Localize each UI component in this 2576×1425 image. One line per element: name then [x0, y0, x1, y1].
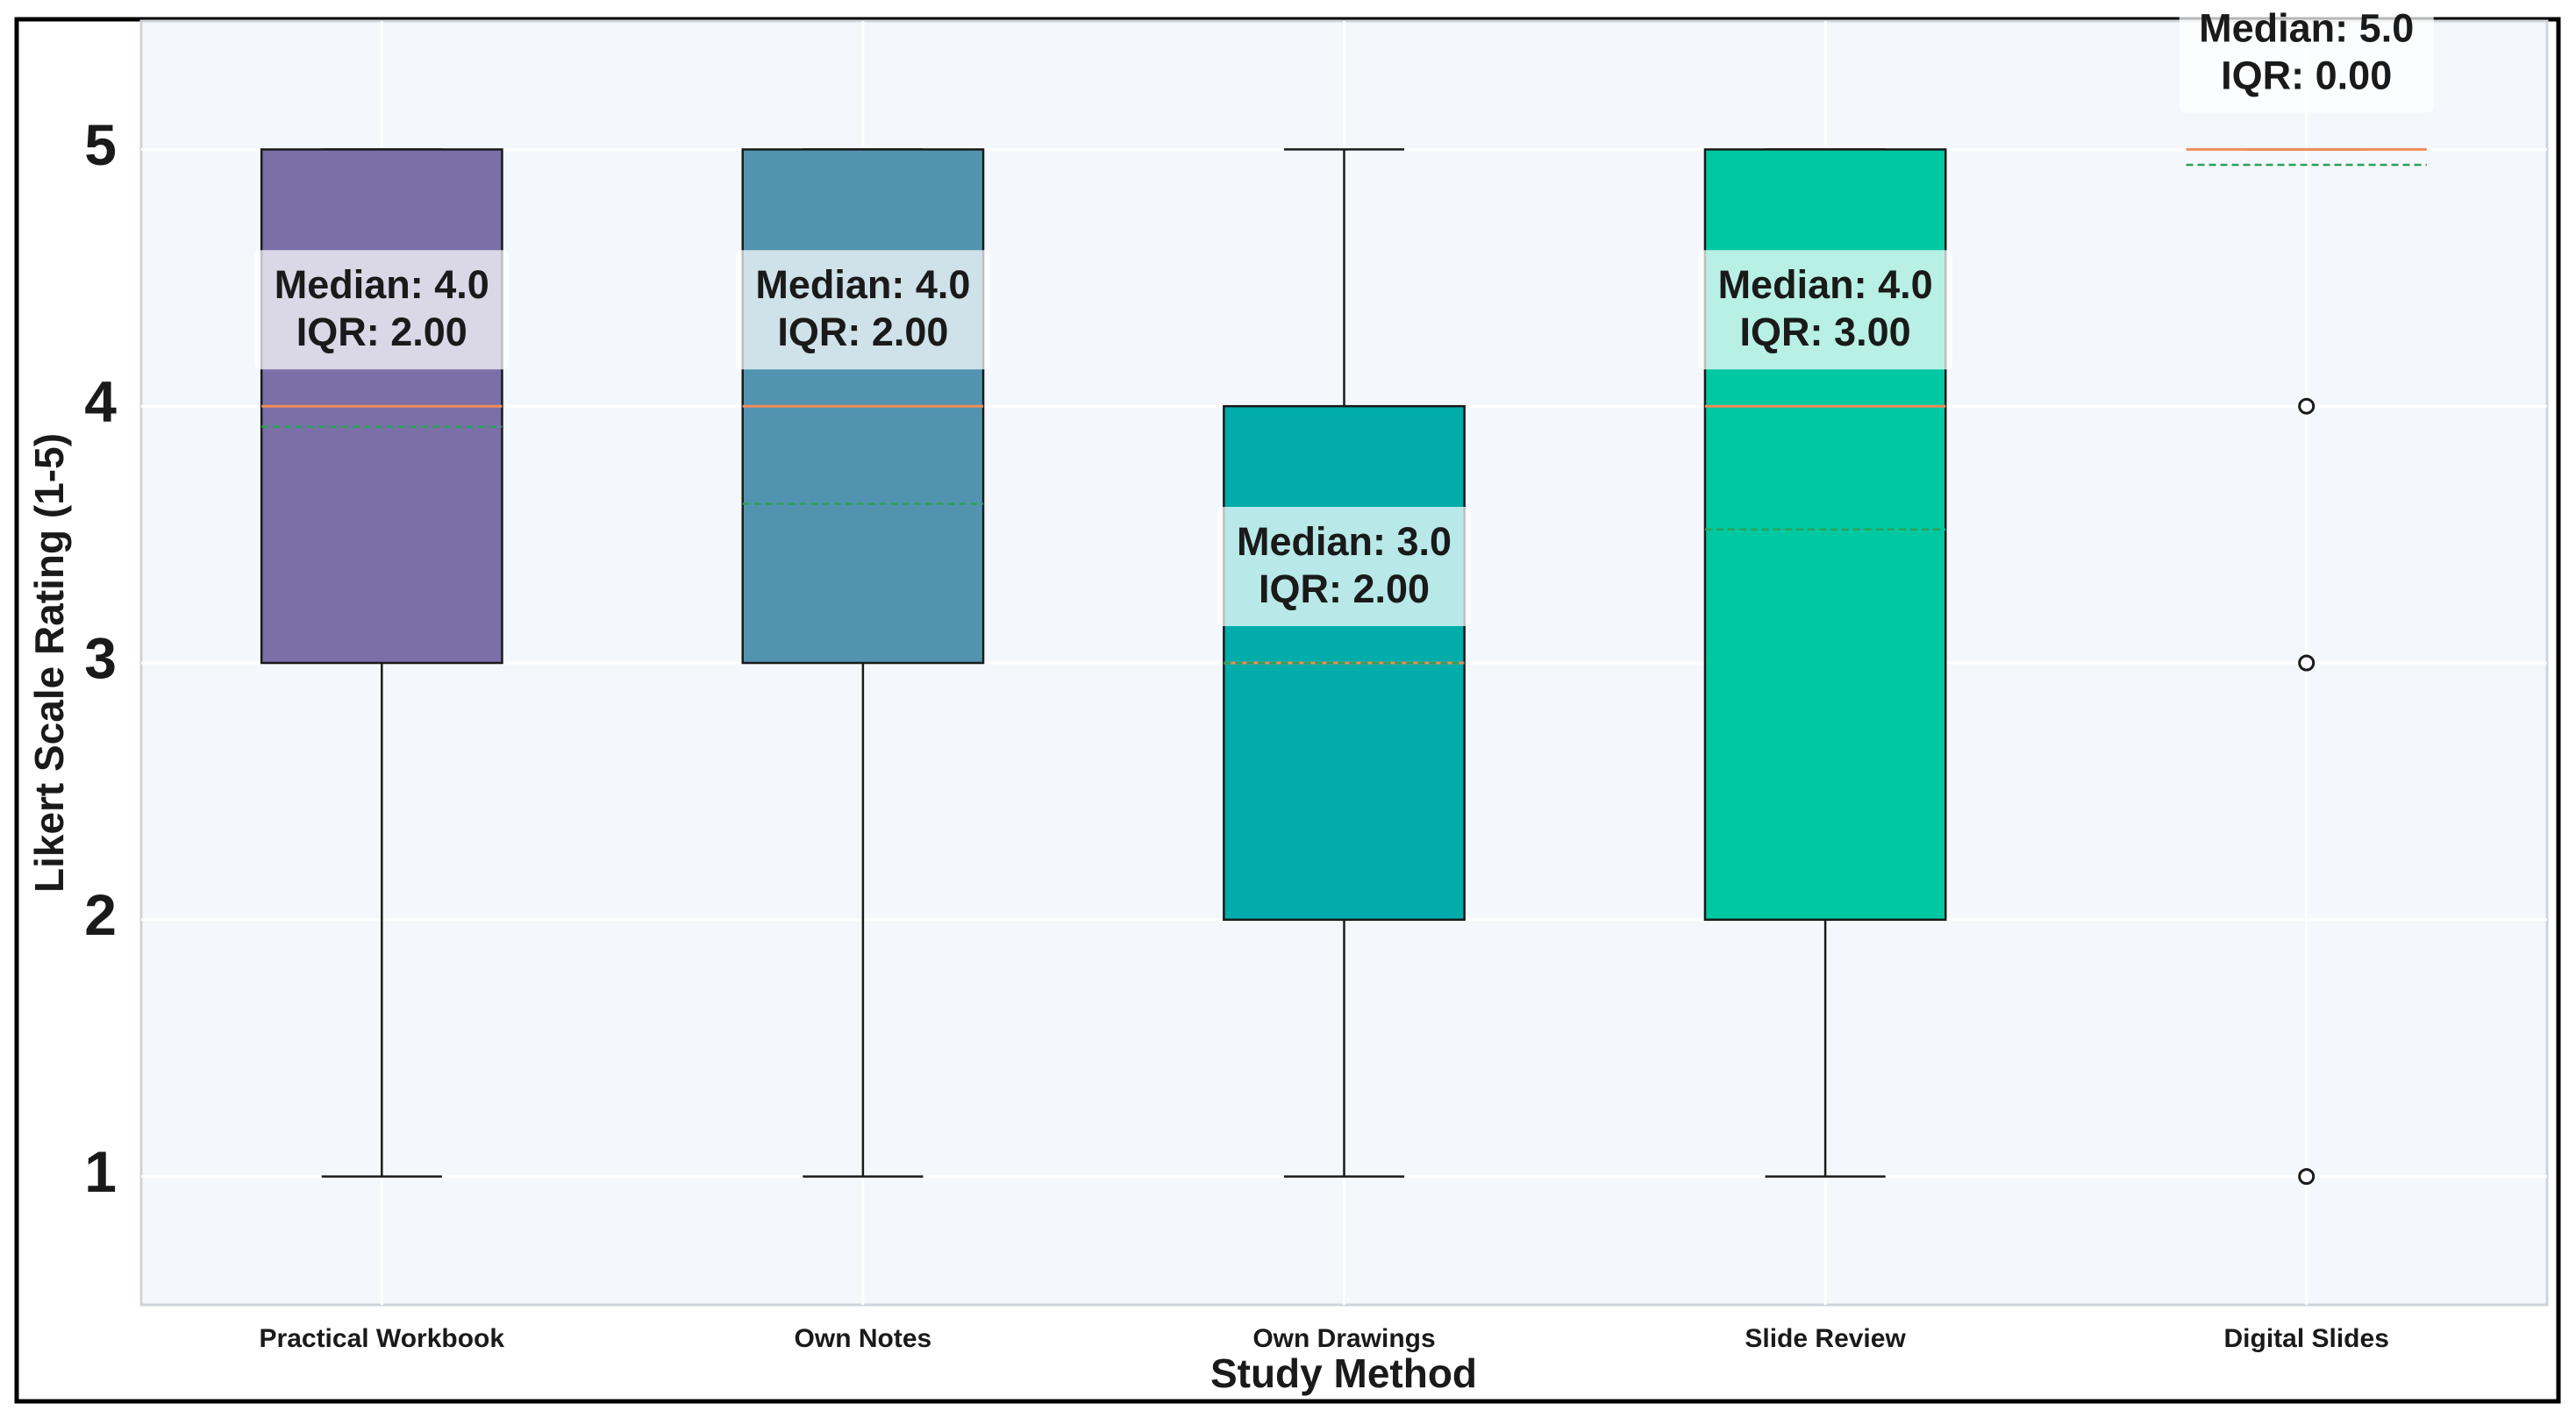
x-tick-label: Own Notes	[795, 1324, 932, 1353]
outlier	[2298, 1168, 2316, 1186]
x-tick-label: Own Drawings	[1252, 1324, 1435, 1353]
annotation-background	[735, 250, 990, 370]
x-tick-label: Slide Review	[1745, 1324, 1906, 1353]
annotation-background	[1698, 250, 1953, 370]
iqr-label: IQR: 2.00	[1259, 566, 1430, 611]
outlier	[2298, 654, 2316, 672]
x-axis-title: Study Method	[1210, 1350, 1477, 1396]
annotation-background	[1217, 507, 1472, 626]
y-tick-label: 4	[84, 369, 117, 434]
y-tick-label: 1	[84, 1139, 117, 1204]
median-label: Median: 4.0	[755, 262, 970, 307]
outlier	[2298, 397, 2316, 415]
median-label: Median: 4.0	[1718, 262, 1933, 307]
median-label: Median: 5.0	[2199, 5, 2414, 50]
iqr-label: IQR: 2.00	[777, 310, 948, 354]
y-tick-label: 3	[84, 625, 117, 690]
annotation-background	[2179, 0, 2434, 113]
annotation-background	[254, 250, 510, 370]
median-label: Median: 3.0	[1237, 519, 1452, 564]
y-tick-label: 5	[84, 112, 117, 177]
x-tick-label: Practical Workbook	[260, 1324, 505, 1353]
median-label: Median: 4.0	[275, 262, 489, 307]
y-tick-label: 2	[84, 882, 117, 947]
iqr-label: IQR: 2.00	[296, 310, 467, 354]
iqr-label: IQR: 3.00	[1740, 310, 1911, 354]
x-tick-label: Digital Slides	[2224, 1324, 2389, 1353]
iqr-label: IQR: 0.00	[2221, 53, 2392, 97]
y-axis-title: Likert Scale Rating (1-5)	[26, 433, 72, 893]
